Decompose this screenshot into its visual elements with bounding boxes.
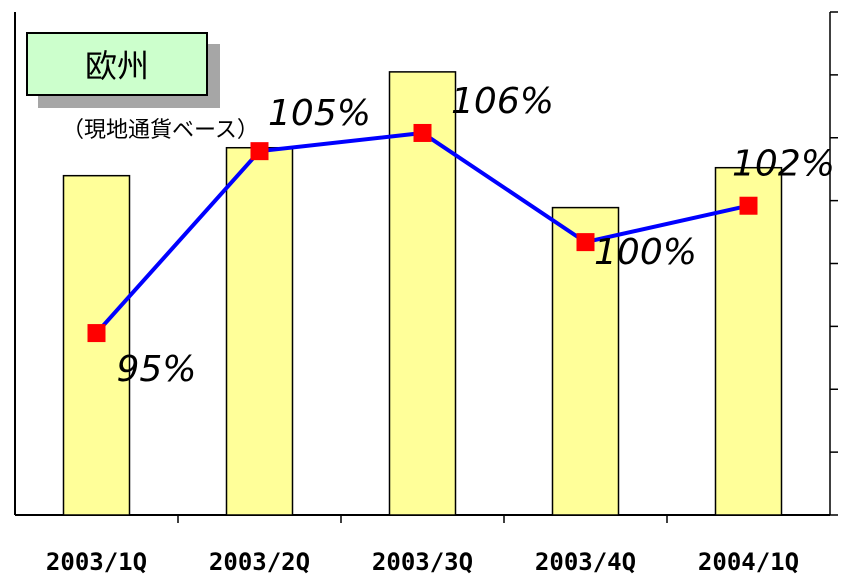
line-marker-3 — [413, 123, 432, 142]
bar-1 — [62, 174, 131, 516]
x-tick-label: 2003/3Q — [372, 548, 473, 576]
line-data-label: 100% — [594, 232, 697, 273]
x-tick-label: 2003/1Q — [46, 548, 147, 576]
region-title: 欧州 — [84, 47, 149, 85]
bar-2 — [225, 146, 294, 516]
line-data-label: 95% — [116, 349, 196, 390]
currency-basis-note: （現地通貨ベース） — [62, 118, 259, 143]
x-tick-label: 2003/4Q — [535, 548, 636, 576]
x-tick-label: 2004/1Q — [698, 548, 799, 576]
line-marker-1 — [87, 324, 106, 343]
line-marker-5 — [739, 196, 758, 215]
line-marker-4 — [576, 233, 595, 252]
x-tick-label: 2003/2Q — [209, 548, 310, 576]
line-data-label: 106% — [451, 81, 554, 122]
line-marker-2 — [250, 142, 269, 161]
bar-5 — [714, 166, 783, 516]
line-data-label: 102% — [732, 144, 835, 185]
line-data-label: 105% — [268, 93, 371, 134]
region-title-box: 欧州 — [26, 32, 208, 96]
bar-4 — [551, 206, 620, 516]
